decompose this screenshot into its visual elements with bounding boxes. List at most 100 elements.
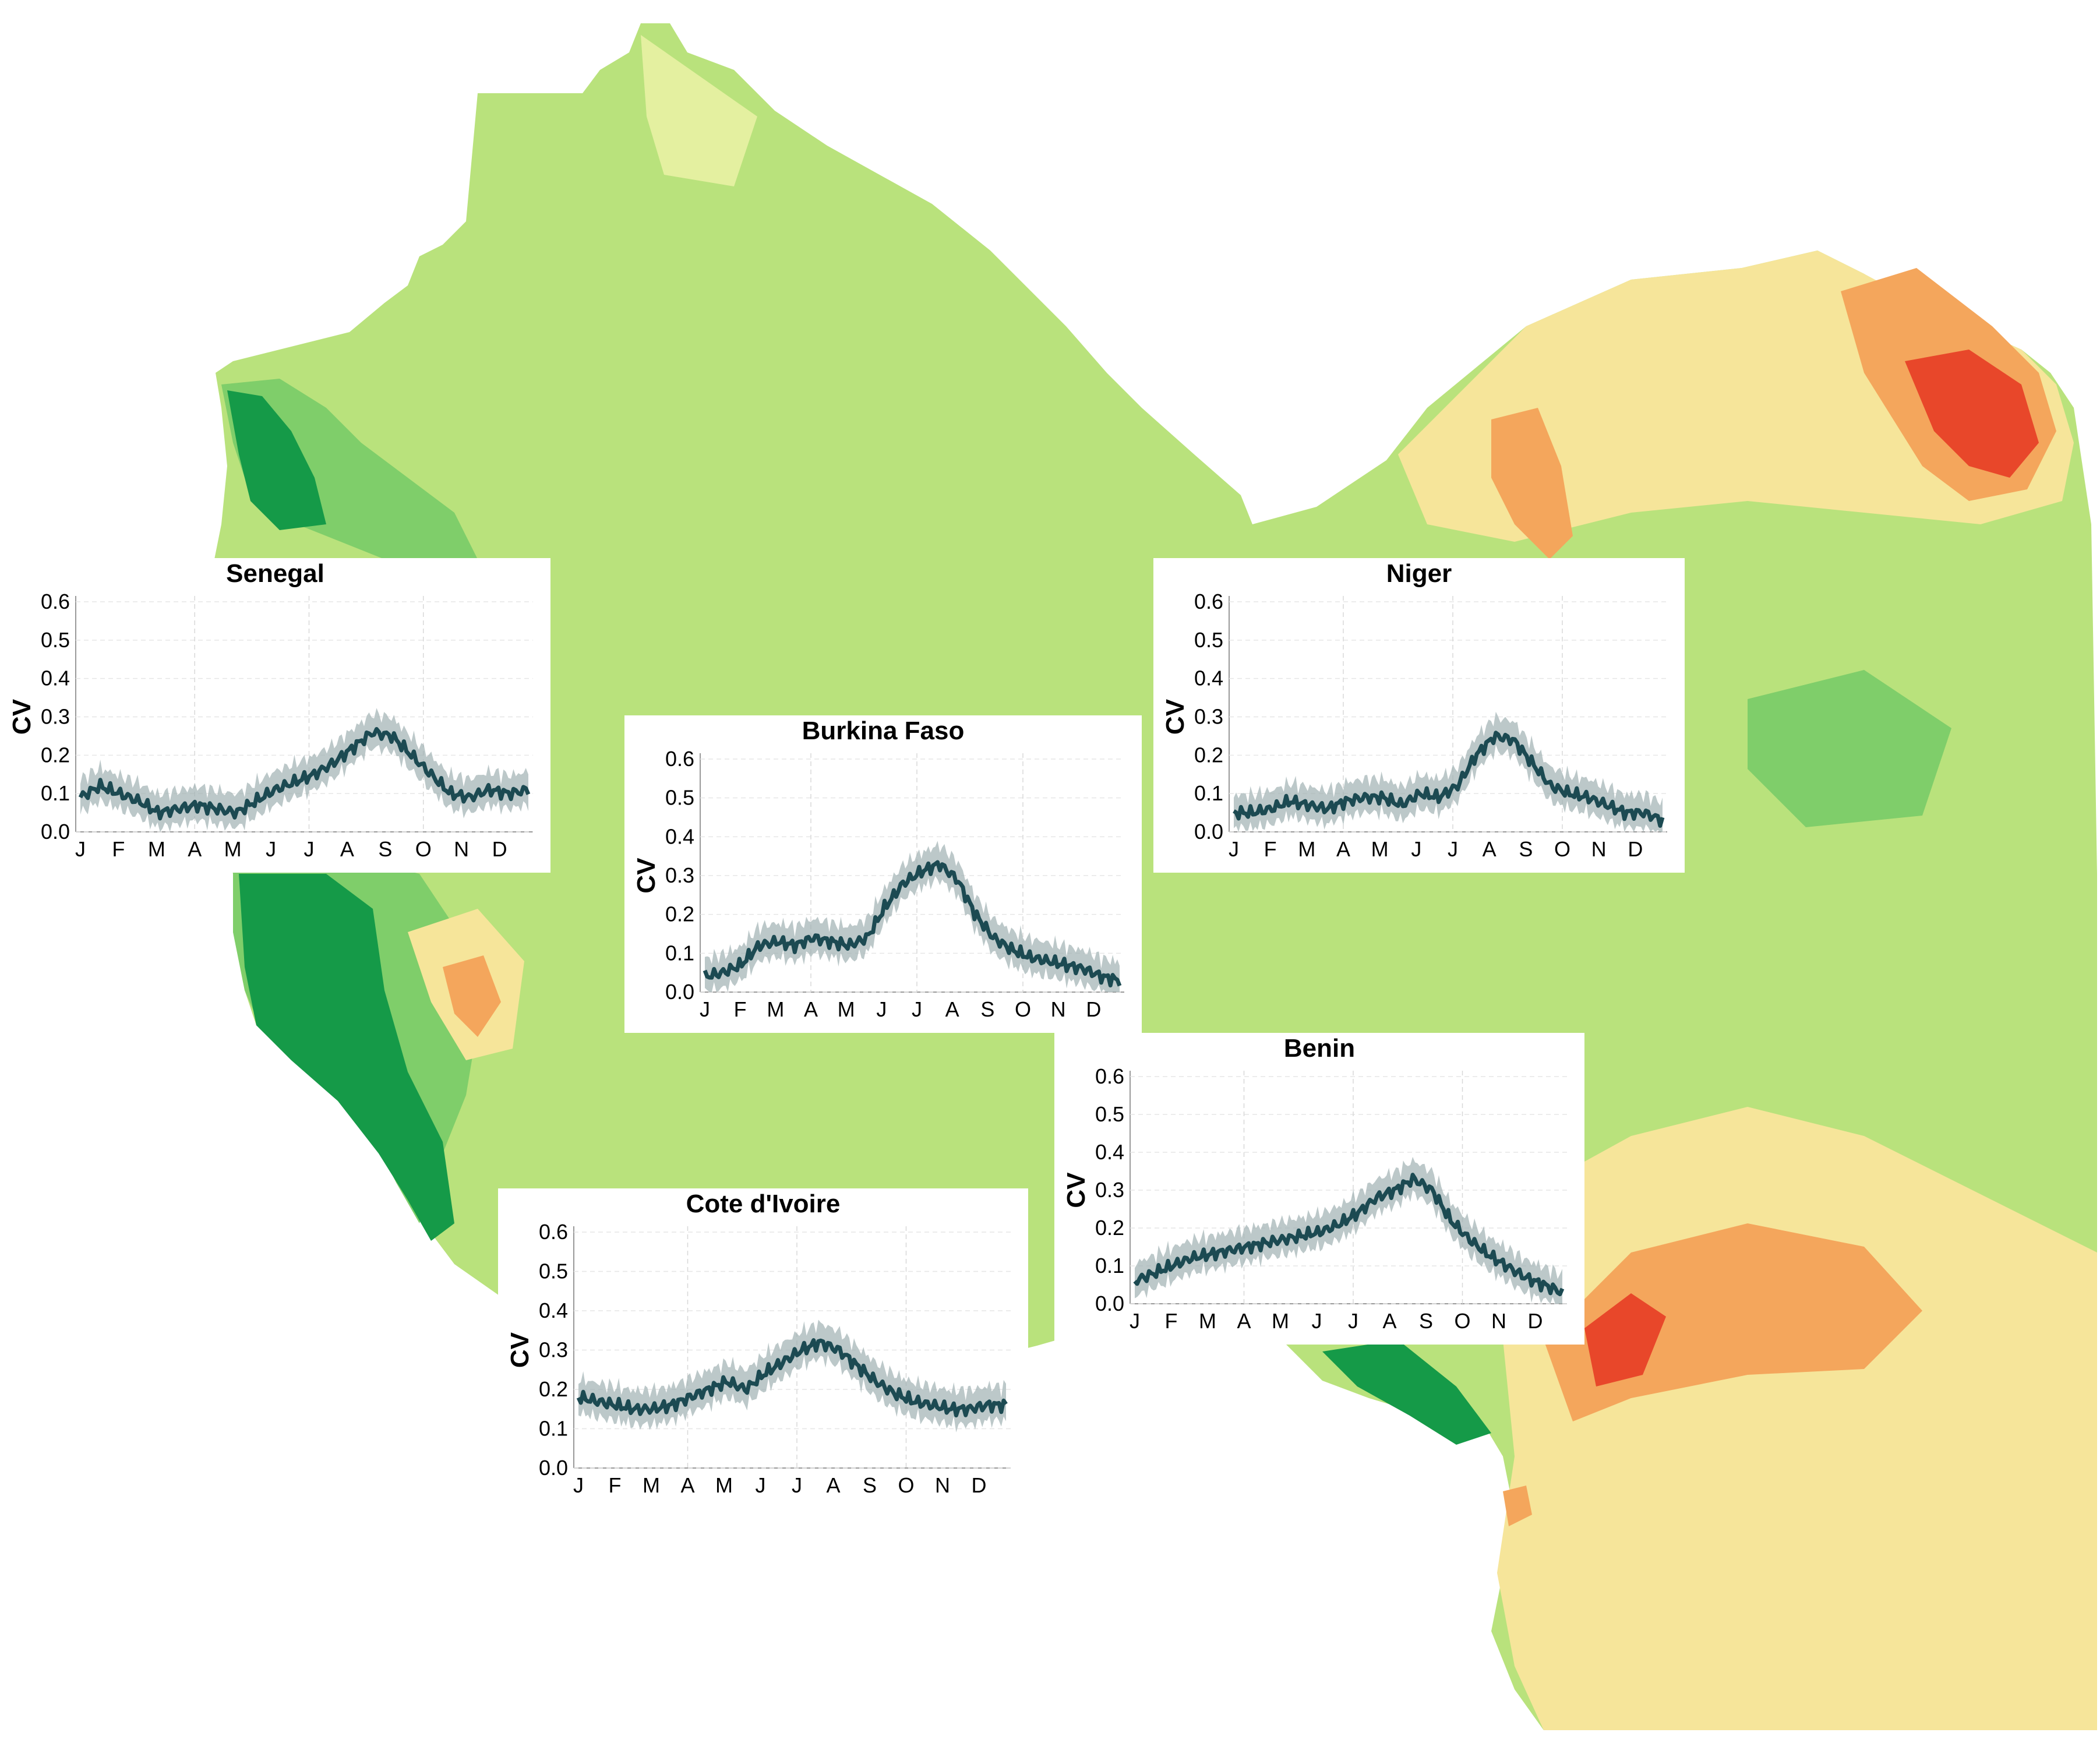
x-tick-label: F [1264, 837, 1277, 861]
coastal-dark-green [227, 390, 326, 530]
chart-senegal: Senegal 0.0 0.1 0.2 0.3 0.4 0.5 0.6 CV J F M A M J J A S… [0, 558, 550, 873]
y-tick-label: 0.3 [665, 863, 694, 887]
x-tick-label: J [304, 837, 315, 861]
y-axis-label: CV [1161, 698, 1190, 735]
x-tick-label: J [792, 1473, 802, 1497]
y-tick-label: 0.0 [1095, 1292, 1124, 1315]
bioko-island [1503, 1486, 1532, 1526]
y-tick-label: 0.5 [1095, 1102, 1124, 1126]
guinea-coast-dark [239, 874, 454, 1241]
x-tick-label: D [1628, 837, 1643, 861]
chart-title: Niger [1386, 559, 1452, 588]
x-tick-label: N [1591, 837, 1607, 861]
y-tick-label: 0.3 [1194, 705, 1223, 729]
x-tick-label: D [972, 1473, 987, 1497]
chart-title: Cote d'Ivoire [686, 1190, 841, 1218]
x-tick-label: S [863, 1473, 877, 1497]
y-axis-label: CV [8, 698, 36, 735]
x-tick-label: O [415, 837, 432, 861]
x-tick-label: S [378, 837, 392, 861]
niger-delta-green [1322, 1340, 1491, 1445]
x-tick-label: O [898, 1473, 914, 1497]
x-tick-label: J [876, 997, 887, 1021]
x-tick-label: M [838, 997, 855, 1021]
x-tick-label: M [148, 837, 165, 861]
x-tick-label: S [1419, 1309, 1433, 1333]
y-tick-label: 0.6 [539, 1220, 568, 1244]
x-tick-label: J [573, 1473, 584, 1497]
x-tick-label: A [188, 837, 202, 861]
y-tick-label: 0.5 [539, 1259, 568, 1283]
chart-title: Senegal [226, 559, 324, 588]
cv-series-line [576, 1338, 1008, 1418]
x-tick-label: A [1237, 1309, 1251, 1333]
x-tick-label: F [734, 997, 747, 1021]
fouta-orange [443, 955, 501, 1037]
y-tick-label: 0.2 [539, 1377, 568, 1401]
x-tick-label: O [1015, 997, 1031, 1021]
chart-cote-divoire: Cote d'Ivoire 0.0 0.1 0.2 0.3 0.4 0.5 0.6 CV J F M… [498, 1188, 1028, 1509]
x-tick-label: A [1483, 837, 1497, 861]
x-tick-label: J [266, 837, 276, 861]
x-tick-label: J [912, 997, 922, 1021]
cameroon-red [1584, 1293, 1666, 1386]
y-tick-label: 0.2 [1095, 1216, 1124, 1240]
y-tick-label: 0.0 [539, 1456, 568, 1480]
y-tick-label: 0.1 [539, 1417, 568, 1441]
cv-series-line [78, 727, 531, 821]
x-tick-label: M [224, 837, 242, 861]
chart-benin: Benin 0.0 0.1 0.2 0.3 0.4 0.5 0.6 CV J F M A M J J A S O N… [1054, 1033, 1584, 1345]
chart-burkina-faso: Burkina Faso 0.0 0.1 0.2 0.3 0.4 0.5 0.6 CV J F M A… [624, 715, 1142, 1033]
air-orange [1491, 408, 1573, 559]
x-tick-label: D [1528, 1309, 1543, 1333]
lake-chad-green [1748, 670, 1951, 827]
y-tick-label: 0.3 [41, 705, 70, 729]
x-tick-label: J [756, 1473, 766, 1497]
cv-series-line [703, 860, 1122, 987]
x-tick-label: M [1272, 1309, 1289, 1333]
x-tick-label: F [112, 837, 125, 861]
x-tick-label: M [643, 1473, 660, 1497]
y-axis-label: CV [1062, 1172, 1090, 1208]
x-tick-label: A [1336, 837, 1350, 861]
y-tick-label: 0.3 [539, 1338, 568, 1362]
x-tick-label: F [609, 1473, 622, 1497]
y-tick-label: 0.1 [41, 781, 70, 805]
x-tick-label: J [1348, 1309, 1358, 1333]
y-tick-label: 0.4 [665, 824, 694, 848]
x-tick-label: J [1448, 837, 1458, 861]
y-tick-label: 0.4 [1095, 1140, 1124, 1164]
y-tick-label: 0.5 [1194, 628, 1223, 652]
y-tick-label: 0.6 [41, 590, 70, 613]
cv-series-line [1133, 1173, 1565, 1297]
uncertainty-band [1234, 711, 1663, 832]
ahaggar-red [1905, 350, 2039, 478]
x-tick-label: O [1454, 1309, 1470, 1333]
y-tick-label: 0.0 [41, 820, 70, 844]
x-tick-label: N [935, 1473, 950, 1497]
x-tick-label: N [454, 837, 469, 861]
y-tick-label: 0.6 [665, 747, 694, 771]
x-tick-label: M [1371, 837, 1389, 861]
x-tick-label: A [804, 997, 818, 1021]
x-tick-label: D [1086, 997, 1101, 1021]
x-tick-label: D [492, 837, 507, 861]
y-tick-label: 0.1 [1095, 1254, 1124, 1278]
x-tick-label: A [945, 997, 959, 1021]
uncertainty-band [705, 841, 1120, 992]
x-tick-label: S [980, 997, 994, 1021]
x-tick-label: J [1411, 837, 1421, 861]
uncertainty-band [1135, 1156, 1562, 1304]
y-tick-label: 0.4 [1194, 666, 1223, 690]
uncertainty-band [578, 1319, 1006, 1432]
y-tick-label: 0.3 [1095, 1178, 1124, 1202]
x-tick-label: A [1382, 1309, 1396, 1333]
y-tick-label: 0.2 [665, 902, 694, 926]
x-tick-label: J [1312, 1309, 1322, 1333]
chart-title: Benin [1283, 1034, 1356, 1063]
y-tick-label: 0.1 [1194, 781, 1223, 805]
y-tick-label: 0.4 [539, 1299, 568, 1322]
